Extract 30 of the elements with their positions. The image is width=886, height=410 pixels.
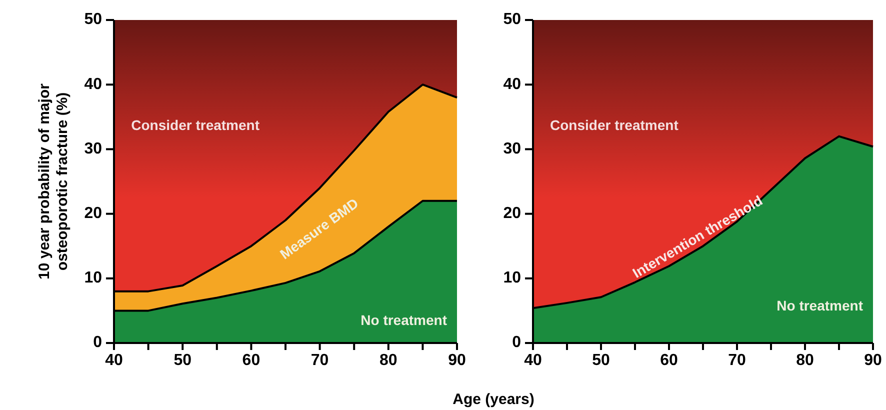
x-tick-label: 50 — [592, 352, 610, 369]
x-tick-label: 40 — [524, 352, 542, 369]
series-label: No treatment — [360, 312, 448, 328]
x-tick-label: 70 — [310, 352, 329, 369]
y-tick-label: 30 — [84, 140, 102, 158]
y-tick-label: 10 — [84, 270, 102, 287]
x-tick-label: 40 — [105, 352, 123, 369]
x-tick-label: 70 — [728, 352, 746, 369]
y-tick-label: 40 — [84, 76, 102, 93]
x-axis-title: Age (years) — [452, 391, 534, 408]
x-tick-label: 60 — [242, 352, 260, 369]
y-tick-label: 0 — [93, 334, 102, 352]
y-tick-label: 40 — [503, 76, 522, 93]
x-tick-label: 80 — [796, 352, 814, 369]
y-tick-label: 20 — [503, 205, 522, 222]
y-tick-label: 50 — [84, 11, 102, 28]
series-label: No treatment — [776, 297, 864, 314]
x-tick-label: 90 — [864, 352, 882, 369]
x-tick-label: 80 — [380, 352, 398, 369]
y-tick-label: 10 — [503, 270, 522, 287]
y-tick-label: 20 — [84, 205, 102, 222]
y-tick-label: 50 — [503, 11, 522, 28]
band-label: Consider treatment — [131, 116, 260, 133]
y-tick-label: 0 — [512, 334, 522, 352]
x-tick-label: 60 — [660, 352, 678, 369]
y-axis-title: 10 year probability of major osteoporotic fracture (%) — [36, 83, 71, 280]
band-label: Consider treatment — [550, 116, 679, 133]
x-tick-label: 90 — [448, 352, 466, 369]
y-tick-label: 30 — [503, 140, 522, 158]
x-tick-label: 50 — [174, 352, 192, 369]
